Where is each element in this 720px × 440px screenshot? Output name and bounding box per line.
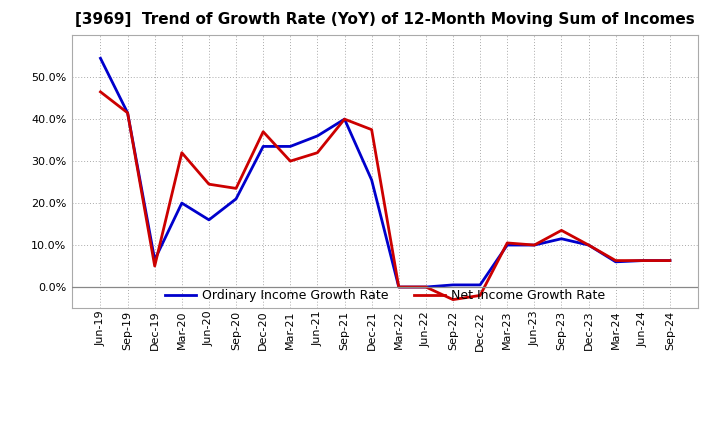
Net Income Growth Rate xyxy=(232,186,240,191)
Ordinary Income Growth Rate xyxy=(503,242,511,248)
Title: [3969]  Trend of Growth Rate (YoY) of 12-Month Moving Sum of Incomes: [3969] Trend of Growth Rate (YoY) of 12-… xyxy=(76,12,695,27)
Net Income Growth Rate xyxy=(259,129,268,134)
Net Income Growth Rate xyxy=(665,258,674,263)
Ordinary Income Growth Rate xyxy=(286,144,294,149)
Net Income Growth Rate xyxy=(449,297,457,302)
Ordinary Income Growth Rate xyxy=(204,217,213,223)
Net Income Growth Rate xyxy=(639,258,647,263)
Ordinary Income Growth Rate xyxy=(232,196,240,202)
Ordinary Income Growth Rate xyxy=(96,55,105,61)
Net Income Growth Rate xyxy=(204,182,213,187)
Ordinary Income Growth Rate xyxy=(611,259,620,264)
Ordinary Income Growth Rate xyxy=(639,258,647,263)
Ordinary Income Growth Rate xyxy=(178,201,186,206)
Net Income Growth Rate xyxy=(421,284,430,290)
Ordinary Income Growth Rate xyxy=(665,258,674,263)
Legend: Ordinary Income Growth Rate, Net Income Growth Rate: Ordinary Income Growth Rate, Net Income … xyxy=(160,284,611,307)
Ordinary Income Growth Rate xyxy=(150,257,159,262)
Net Income Growth Rate xyxy=(557,228,566,233)
Net Income Growth Rate xyxy=(395,284,403,290)
Line: Net Income Growth Rate: Net Income Growth Rate xyxy=(101,92,670,300)
Ordinary Income Growth Rate xyxy=(395,284,403,290)
Net Income Growth Rate xyxy=(530,242,539,248)
Net Income Growth Rate xyxy=(341,117,349,122)
Net Income Growth Rate xyxy=(123,110,132,115)
Ordinary Income Growth Rate xyxy=(259,144,268,149)
Net Income Growth Rate xyxy=(611,258,620,263)
Line: Ordinary Income Growth Rate: Ordinary Income Growth Rate xyxy=(101,58,670,287)
Ordinary Income Growth Rate xyxy=(584,242,593,248)
Ordinary Income Growth Rate xyxy=(557,236,566,242)
Net Income Growth Rate xyxy=(313,150,322,155)
Net Income Growth Rate xyxy=(150,264,159,269)
Net Income Growth Rate xyxy=(503,240,511,246)
Ordinary Income Growth Rate xyxy=(421,284,430,290)
Net Income Growth Rate xyxy=(367,127,376,132)
Ordinary Income Growth Rate xyxy=(123,110,132,115)
Net Income Growth Rate xyxy=(476,293,485,298)
Ordinary Income Growth Rate xyxy=(341,117,349,122)
Ordinary Income Growth Rate xyxy=(449,282,457,288)
Ordinary Income Growth Rate xyxy=(313,133,322,139)
Net Income Growth Rate xyxy=(96,89,105,95)
Net Income Growth Rate xyxy=(178,150,186,155)
Net Income Growth Rate xyxy=(286,158,294,164)
Net Income Growth Rate xyxy=(584,242,593,248)
Ordinary Income Growth Rate xyxy=(476,282,485,288)
Ordinary Income Growth Rate xyxy=(367,177,376,183)
Ordinary Income Growth Rate xyxy=(530,242,539,248)
